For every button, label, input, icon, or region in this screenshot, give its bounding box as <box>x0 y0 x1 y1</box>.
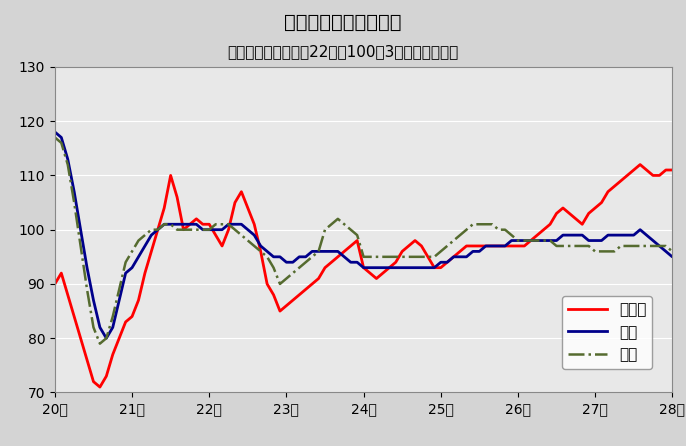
Line: 中国: 中国 <box>55 132 686 338</box>
鳥取県 <box>636 162 644 167</box>
中国 <box>539 238 547 243</box>
中国 <box>443 260 451 265</box>
鳥取県 <box>508 244 516 249</box>
Line: 鳥取県: 鳥取県 <box>55 165 686 387</box>
全国 <box>51 135 59 140</box>
鳥取県 <box>539 227 547 232</box>
全国 <box>539 238 547 243</box>
Legend: 鳥取県, 中国, 全国: 鳥取県, 中国, 全国 <box>563 296 652 368</box>
全国 <box>102 335 110 341</box>
中国 <box>508 238 516 243</box>
全国 <box>443 244 451 249</box>
中国 <box>96 325 104 330</box>
中国 <box>353 260 362 265</box>
中国 <box>218 227 226 232</box>
中国 <box>51 129 59 135</box>
鳥取県 <box>443 260 451 265</box>
Line: 全国: 全国 <box>55 137 686 344</box>
鳥取県 <box>353 238 362 243</box>
全国 <box>218 222 226 227</box>
全国 <box>508 232 516 238</box>
Text: （季節調整済、平成22年＝100、3ヶ月移動平均）: （季節調整済、平成22年＝100、3ヶ月移動平均） <box>227 45 459 60</box>
全国 <box>353 232 362 238</box>
鳥取県 <box>51 281 59 287</box>
鳥取県 <box>102 374 110 379</box>
鳥取県 <box>96 384 104 390</box>
Text: 鉱工業生産指数の推移: 鉱工業生産指数の推移 <box>284 13 402 33</box>
鳥取県 <box>218 244 226 249</box>
全国 <box>96 341 104 347</box>
中国 <box>102 335 110 341</box>
